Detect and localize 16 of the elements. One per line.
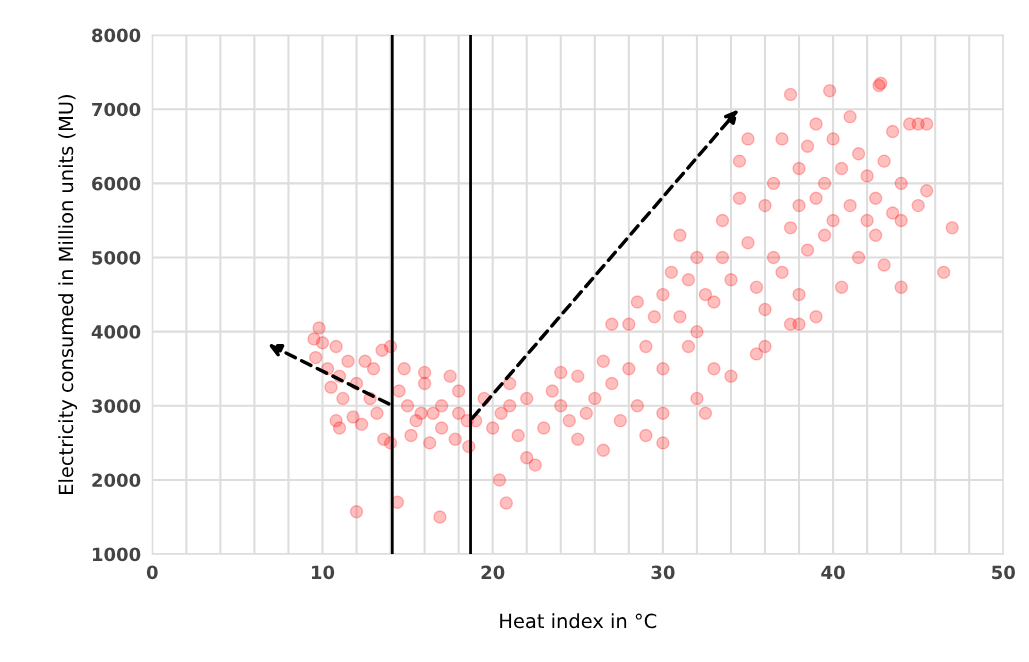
y-tick-label: 8000 xyxy=(92,28,141,43)
y-tick-label: 6000 xyxy=(92,176,141,191)
x-tick-label: 50 xyxy=(992,565,1015,580)
x-tick-label: 20 xyxy=(481,565,505,580)
y-tick-label: 7000 xyxy=(92,102,141,117)
x-tick-label: 30 xyxy=(651,565,675,580)
x-tick-label: 40 xyxy=(821,565,845,580)
x-tick-label: 0 xyxy=(146,565,158,580)
y-tick-label: 4000 xyxy=(91,325,141,339)
x-axis-title: Heat index in °C xyxy=(500,613,657,629)
y-tick-label: 3000 xyxy=(92,399,141,413)
y-tick-label: 1000 xyxy=(92,547,141,562)
y-tick-label: 2000 xyxy=(92,473,141,488)
y-axis-title: Electricity consumed in Million units (MU) xyxy=(58,95,78,494)
y-tick-label: 5000 xyxy=(92,250,141,265)
x-tick-label: 10 xyxy=(311,565,335,580)
